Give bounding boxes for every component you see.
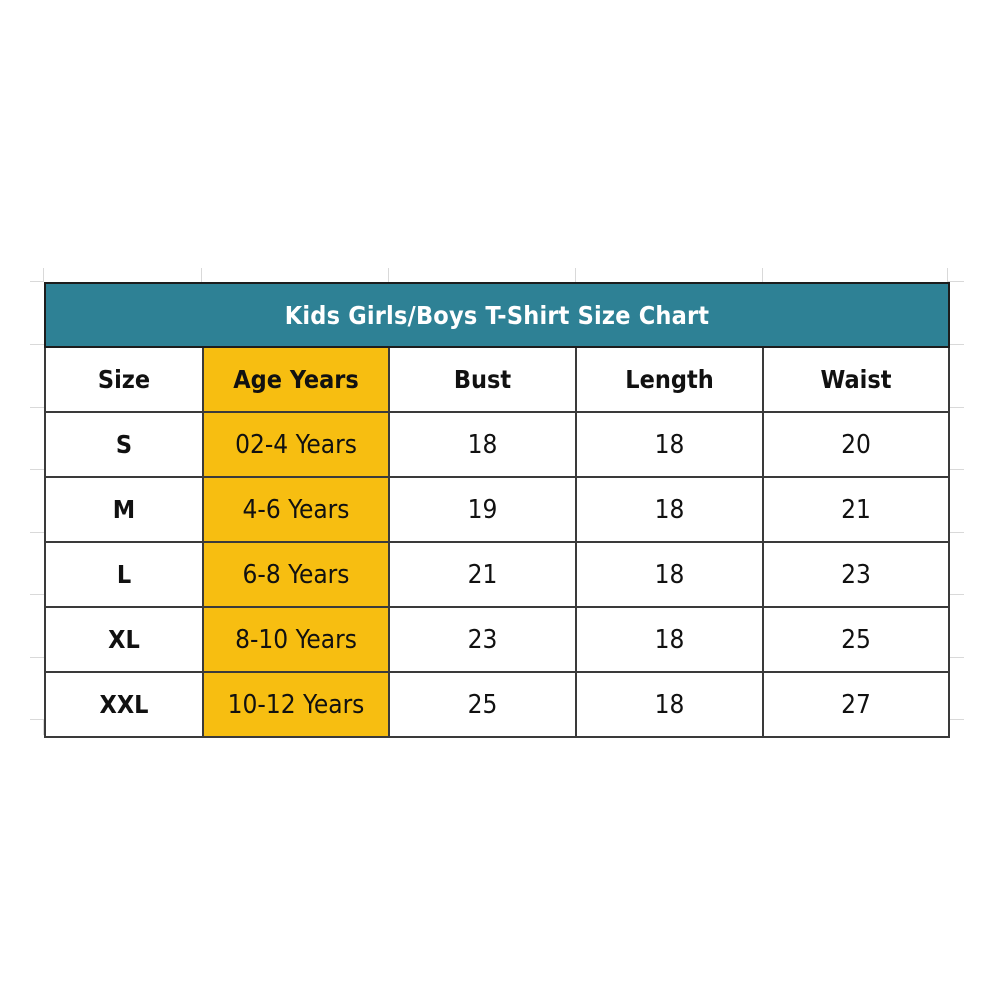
cell-waist: 20 xyxy=(761,411,951,478)
chart-title-row: Kids Girls/Boys T-Shirt Size Chart xyxy=(43,282,951,348)
cell-bust: 19 xyxy=(388,476,577,543)
grid-tick xyxy=(30,719,44,720)
table-row: L 6-8 Years 21 18 23 xyxy=(44,541,951,608)
grid-tick xyxy=(948,719,964,720)
cell-length: 18 xyxy=(575,411,764,478)
cell-bust: 18 xyxy=(388,411,577,478)
column-header-age-years: Age Years xyxy=(202,346,390,413)
grid-tick xyxy=(948,407,964,408)
cell-bust: 23 xyxy=(388,606,577,673)
cell-length: 18 xyxy=(575,476,764,543)
cell-age: 6-8 Years xyxy=(202,541,390,608)
cell-waist: 23 xyxy=(761,541,951,608)
table-row: XL 8-10 Years 23 18 25 xyxy=(44,606,951,673)
cell-length: 18 xyxy=(575,541,764,608)
grid-tick xyxy=(388,268,389,282)
grid-tick xyxy=(948,344,964,345)
cell-size: L xyxy=(44,541,204,608)
chart-title: Kids Girls/Boys T-Shirt Size Chart xyxy=(43,282,951,348)
column-header-length: Length xyxy=(575,346,764,413)
table-row: S 02-4 Years 18 18 20 xyxy=(44,411,951,478)
cell-waist: 27 xyxy=(761,671,951,738)
grid-tick xyxy=(947,268,948,282)
grid-tick xyxy=(43,268,44,282)
table-row: XXL 10-12 Years 25 18 27 xyxy=(44,671,951,738)
cell-age: 02-4 Years xyxy=(202,411,390,478)
grid-tick xyxy=(575,268,576,282)
cell-age: 4-6 Years xyxy=(202,476,390,543)
grid-tick xyxy=(30,407,44,408)
size-chart-table: Kids Girls/Boys T-Shirt Size Chart Size … xyxy=(43,282,951,738)
column-header-size: Size xyxy=(44,346,204,413)
cell-bust: 25 xyxy=(388,671,577,738)
grid-tick xyxy=(30,469,44,470)
cell-age: 10-12 Years xyxy=(202,671,390,738)
cell-size: XXL xyxy=(44,671,204,738)
cell-size: M xyxy=(44,476,204,543)
grid-tick xyxy=(948,469,964,470)
grid-tick xyxy=(30,594,44,595)
grid-tick xyxy=(948,532,964,533)
cell-age: 8-10 Years xyxy=(202,606,390,673)
grid-tick xyxy=(948,281,964,282)
column-header-waist: Waist xyxy=(761,346,951,413)
cell-length: 18 xyxy=(575,671,764,738)
cell-length: 18 xyxy=(575,606,764,673)
grid-tick xyxy=(762,268,763,282)
cell-size: S xyxy=(44,411,204,478)
cell-size: XL xyxy=(44,606,204,673)
grid-tick xyxy=(948,594,964,595)
grid-tick xyxy=(30,532,44,533)
grid-tick xyxy=(30,657,44,658)
cell-waist: 25 xyxy=(761,606,951,673)
grid-tick xyxy=(948,657,964,658)
column-header-bust: Bust xyxy=(388,346,577,413)
cell-bust: 21 xyxy=(388,541,577,608)
cell-waist: 21 xyxy=(761,476,951,543)
column-header-row: Size Age Years Bust Length Waist xyxy=(44,346,951,413)
grid-tick xyxy=(30,344,44,345)
grid-tick xyxy=(201,268,202,282)
grid-tick xyxy=(30,281,44,282)
table-row: M 4-6 Years 19 18 21 xyxy=(44,476,951,543)
size-chart-container: Kids Girls/Boys T-Shirt Size Chart Size … xyxy=(43,282,951,738)
